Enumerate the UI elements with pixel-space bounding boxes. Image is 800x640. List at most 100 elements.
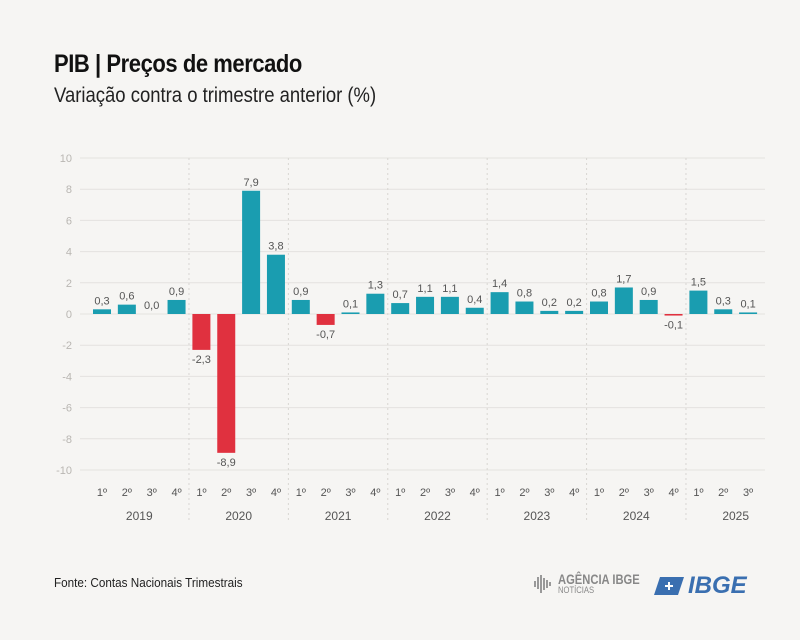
bar: [341, 312, 360, 314]
year-label: 2019: [126, 509, 153, 523]
bar: [416, 296, 435, 314]
data-label: 0,6: [119, 291, 134, 303]
data-label: -8,9: [217, 457, 236, 469]
x-tick-label: 3º: [544, 487, 554, 499]
y-tick-label: -2: [62, 340, 72, 352]
x-tick-label: 1º: [693, 487, 703, 499]
bar: [192, 314, 211, 350]
year-label: 2022: [424, 509, 451, 523]
data-label: 0,0: [144, 300, 159, 312]
bar: [440, 296, 459, 314]
x-tick-label: 1º: [296, 487, 306, 499]
chart-title: PIB | Preços de mercado: [54, 50, 302, 78]
bar: [664, 314, 683, 316]
year-label: 2024: [623, 509, 650, 523]
x-tick-label: 2º: [718, 487, 728, 499]
bar: [366, 293, 385, 314]
data-label: 1,5: [691, 277, 706, 289]
x-tick-label: 2º: [519, 487, 529, 499]
y-tick-label: -10: [56, 465, 72, 477]
agencia-logo-text: AGÊNCIA IBGE: [558, 571, 640, 587]
data-label: 7,9: [243, 177, 258, 189]
bar: [266, 254, 285, 314]
data-label: 0,2: [542, 297, 557, 309]
data-label: 1,1: [442, 283, 457, 295]
y-tick-label: 10: [60, 153, 72, 165]
bar: [465, 307, 484, 314]
bar: [614, 287, 633, 314]
x-tick-label: 1º: [395, 487, 405, 499]
data-label: -0,7: [316, 329, 335, 341]
year-label: 2023: [524, 509, 551, 523]
x-tick-label: 1º: [594, 487, 604, 499]
bar: [93, 309, 111, 314]
x-tick-label: 2º: [420, 487, 430, 499]
ibge-logo-text: IBGE: [688, 572, 747, 599]
bar: [639, 299, 658, 314]
x-tick-label: 4º: [569, 487, 579, 499]
bar: [316, 314, 335, 325]
x-tick-label: 4º: [171, 487, 181, 499]
data-label: 0,2: [567, 297, 582, 309]
data-label: 1,1: [417, 283, 432, 295]
data-label: 0,3: [94, 295, 109, 307]
bar: [689, 290, 708, 314]
bar: [714, 309, 733, 314]
data-label: 1,3: [368, 280, 383, 292]
x-tick-label: 3º: [445, 487, 455, 499]
source-note: Fonte: Contas Nacionais Trimestrais: [54, 575, 243, 590]
data-label: 0,4: [467, 294, 482, 306]
y-tick-label: 6: [66, 215, 72, 227]
x-tick-label: 1º: [97, 487, 107, 499]
bar: [217, 314, 236, 453]
x-tick-label: 4º: [668, 487, 678, 499]
x-tick-label: 2º: [619, 487, 629, 499]
x-tick-label: 2º: [122, 487, 132, 499]
bar: [117, 304, 136, 314]
y-tick-label: 4: [66, 247, 72, 259]
data-label: 0,9: [169, 286, 184, 298]
data-label: -0,1: [664, 320, 683, 332]
x-tick-label: 2º: [221, 487, 231, 499]
year-label: 2025: [722, 509, 749, 523]
data-label: 3,8: [268, 241, 283, 253]
bar: [490, 292, 509, 314]
x-tick-label: 4º: [470, 487, 480, 499]
x-tick-label: 4º: [271, 487, 281, 499]
bar: [242, 190, 261, 314]
bar: [590, 301, 608, 314]
year-label: 2021: [325, 509, 352, 523]
y-tick-label: 8: [66, 184, 72, 196]
x-tick-label: 3º: [246, 487, 256, 499]
data-label: 1,7: [616, 273, 631, 285]
data-label: 0,1: [343, 298, 358, 310]
y-tick-label: -6: [62, 403, 72, 415]
bar: [739, 312, 758, 314]
x-tick-label: 1º: [495, 487, 505, 499]
data-label: 0,9: [641, 286, 656, 298]
bar: [515, 301, 534, 314]
data-label: 0,9: [293, 286, 308, 298]
chart-subtitle: Variação contra o trimestre anterior (%): [54, 84, 377, 107]
year-label: 2020: [225, 509, 252, 523]
data-label: -2,3: [192, 354, 211, 366]
x-tick-label: 3º: [644, 487, 654, 499]
data-label: 0,7: [393, 289, 408, 301]
agencia-logo-subtext: NOTÍCIAS: [558, 585, 595, 595]
bar: [565, 310, 584, 314]
x-tick-label: 3º: [147, 487, 157, 499]
data-label: 0,1: [740, 298, 755, 310]
bar: [167, 299, 186, 314]
bar: [391, 303, 410, 314]
data-label: 1,4: [492, 278, 507, 290]
data-label: 0,8: [517, 288, 532, 300]
agencia-ibge-logo: AGÊNCIA IBGE NOTÍCIAS: [532, 572, 660, 595]
x-tick-label: 3º: [743, 487, 753, 499]
y-tick-label: -4: [62, 371, 72, 383]
data-label: 0,8: [591, 288, 606, 300]
y-tick-label: 2: [66, 278, 72, 290]
bar: [540, 310, 559, 314]
y-tick-label: 0: [66, 309, 72, 321]
